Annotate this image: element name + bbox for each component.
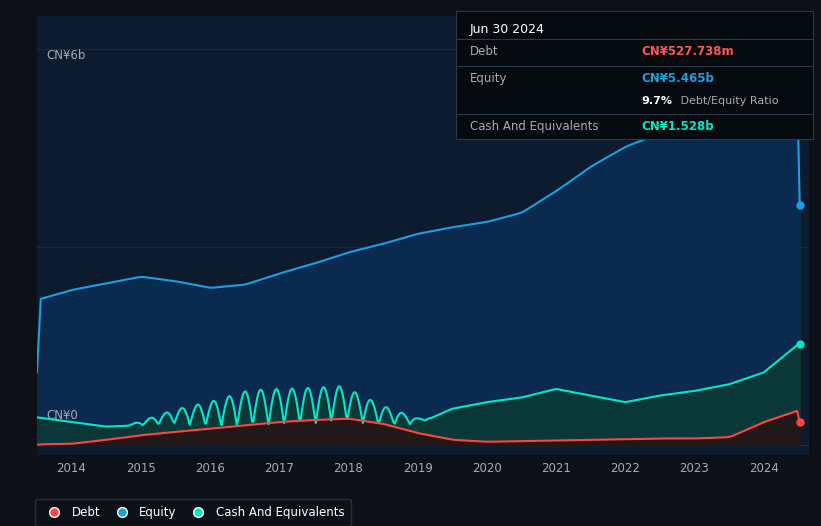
Text: CN¥6b: CN¥6b [46,49,85,62]
Text: Debt: Debt [470,45,498,58]
Text: Cash And Equivalents: Cash And Equivalents [470,120,599,133]
Legend: Debt, Equity, Cash And Equivalents: Debt, Equity, Cash And Equivalents [35,499,351,526]
Text: Equity: Equity [470,73,507,85]
Text: CN¥0: CN¥0 [46,409,78,422]
Text: 9.7%: 9.7% [641,96,672,106]
Text: Jun 30 2024: Jun 30 2024 [470,23,545,36]
Text: Debt/Equity Ratio: Debt/Equity Ratio [677,96,778,106]
Text: CN¥527.738m: CN¥527.738m [641,45,734,58]
Text: CN¥1.528b: CN¥1.528b [641,120,714,133]
Text: CN¥5.465b: CN¥5.465b [641,73,714,85]
